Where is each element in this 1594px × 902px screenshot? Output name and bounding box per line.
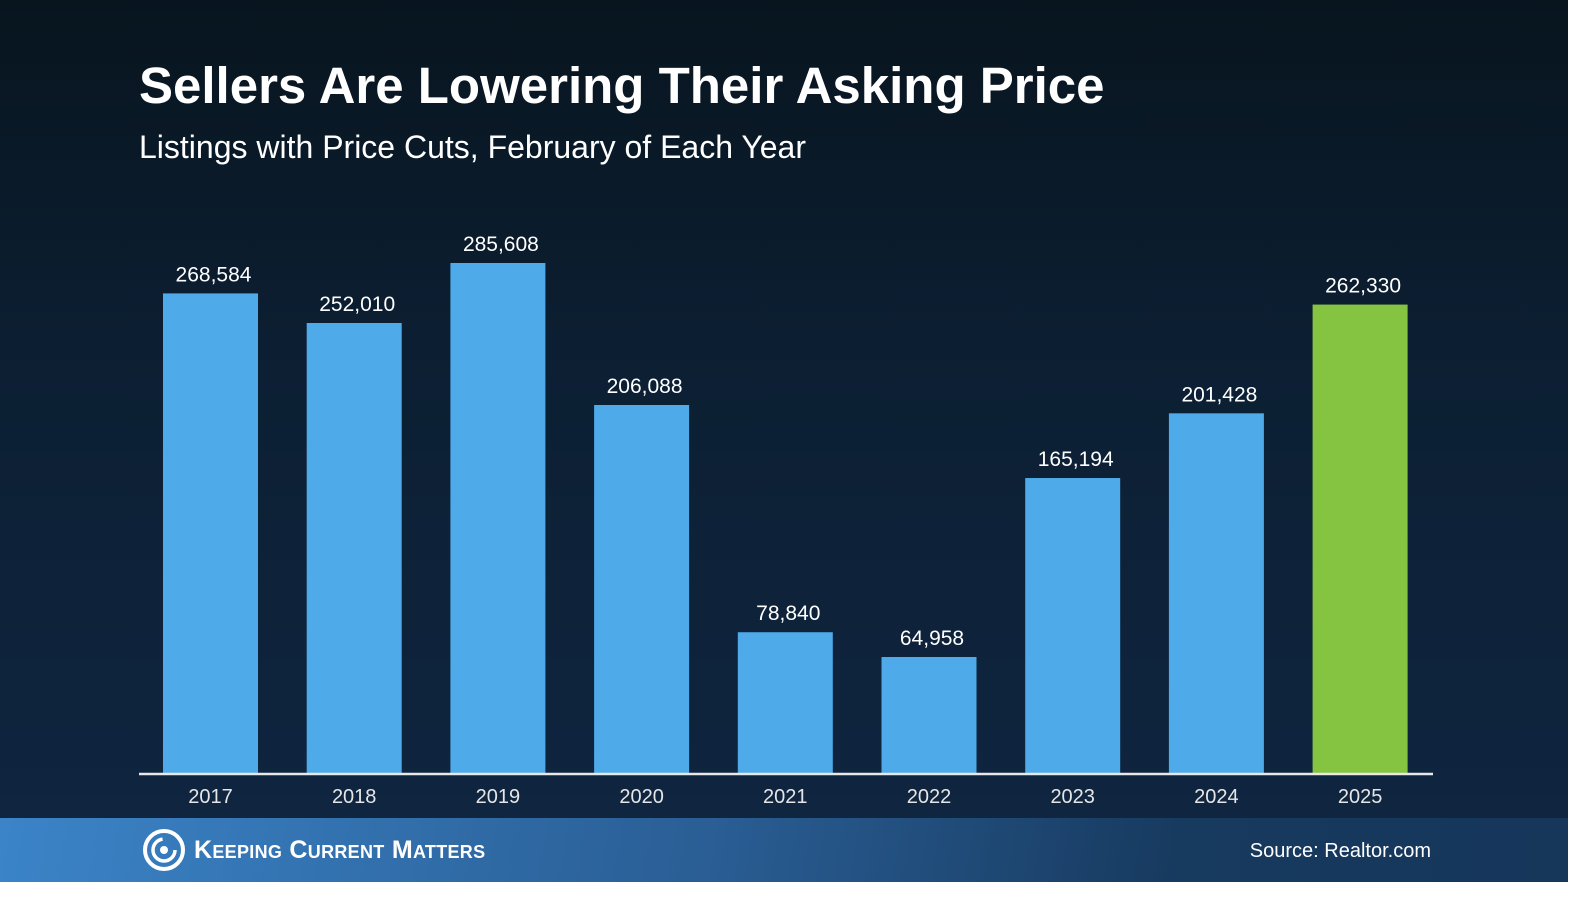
brand-logo: Keeping Current Matters bbox=[142, 828, 485, 872]
brand-name: Keeping Current Matters bbox=[194, 835, 486, 864]
data-label: 252,010 bbox=[319, 293, 395, 316]
x-tick-label: 2025 bbox=[1338, 786, 1383, 808]
data-label: 64,958 bbox=[900, 627, 964, 650]
x-tick-label: 2022 bbox=[907, 786, 952, 808]
data-label: 285,608 bbox=[463, 233, 539, 256]
bar-2017 bbox=[163, 293, 258, 773]
data-label: 201,428 bbox=[1181, 383, 1257, 406]
bar-2022 bbox=[881, 657, 977, 773]
x-tick-label: 2020 bbox=[619, 786, 664, 808]
chart-title: Sellers Are Lowering Their Asking Price bbox=[139, 57, 1105, 114]
footer-bar: Keeping Current Matters Source: Realtor.… bbox=[0, 818, 1568, 882]
data-label: 268,584 bbox=[176, 263, 252, 286]
bar-2021 bbox=[737, 632, 833, 773]
bar-2019 bbox=[450, 263, 546, 773]
data-label: 262,330 bbox=[1325, 275, 1401, 298]
bar-2020 bbox=[594, 404, 690, 773]
x-tick-label: 2023 bbox=[1050, 786, 1095, 808]
x-tick-label: 2024 bbox=[1194, 786, 1239, 808]
chart-subtitle: Listings with Price Cuts, February of Ea… bbox=[139, 129, 806, 165]
data-label: 165,194 bbox=[1038, 448, 1114, 471]
bar-2023 bbox=[1025, 478, 1121, 773]
data-label: 78,840 bbox=[756, 602, 820, 625]
x-tick-label: 2019 bbox=[476, 786, 521, 808]
bar-2025 bbox=[1312, 304, 1408, 773]
x-tick-label: 2018 bbox=[332, 786, 377, 808]
x-tick-label: 2017 bbox=[188, 786, 233, 808]
bar-2018 bbox=[306, 322, 402, 773]
bar-2024 bbox=[1168, 413, 1264, 773]
swirl-logo-icon bbox=[143, 829, 185, 871]
source-note: Source: Realtor.com bbox=[1249, 840, 1431, 862]
data-label: 206,088 bbox=[607, 375, 683, 398]
bar-chart: 268,584 2017 252,010 2018 285,608 2019 206,088… bbox=[139, 233, 1433, 808]
x-tick-label: 2021 bbox=[763, 786, 808, 808]
